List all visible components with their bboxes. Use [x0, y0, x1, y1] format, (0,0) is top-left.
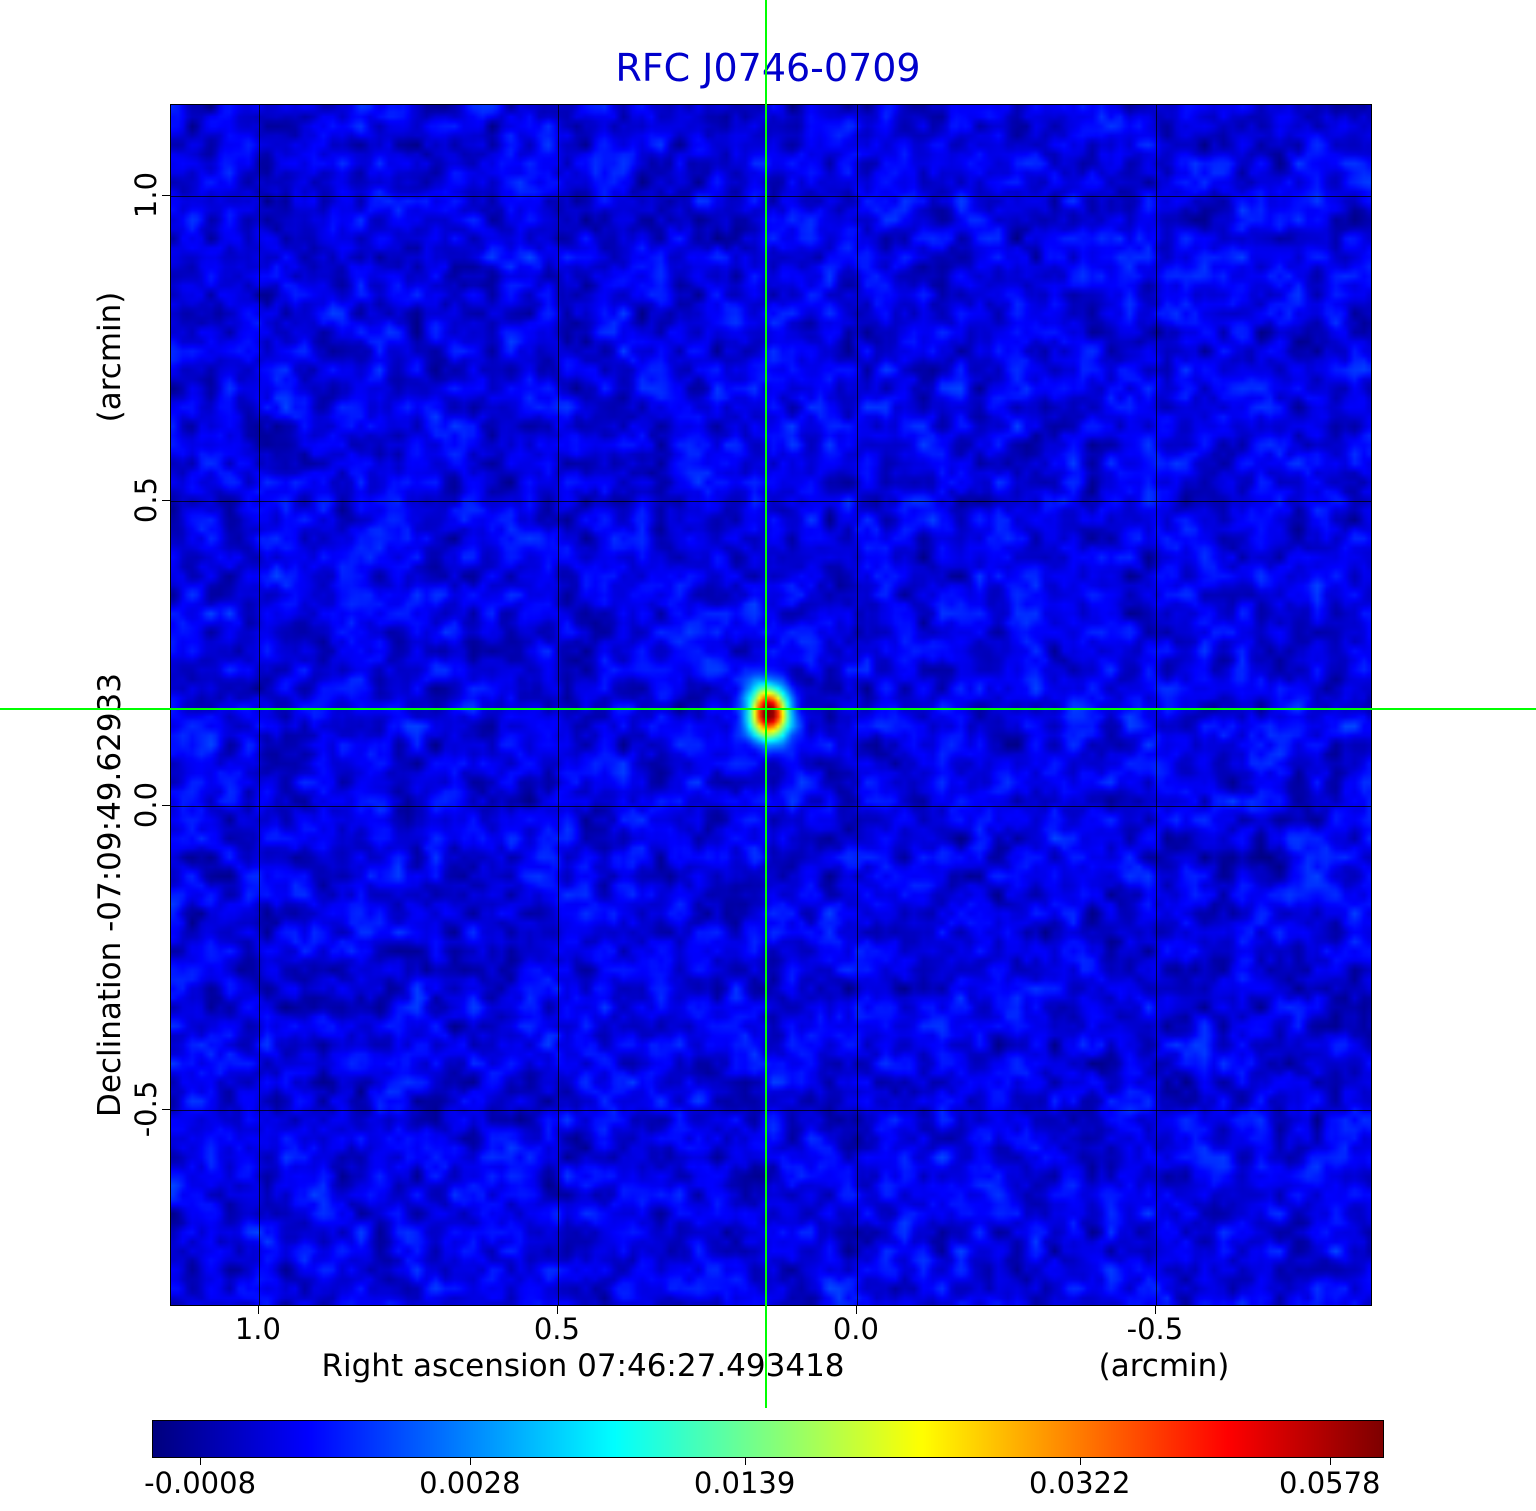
- y-tick-mark: [162, 499, 170, 501]
- grid-line-vertical: [856, 105, 858, 1305]
- x-tick-label: 0.0: [832, 1312, 879, 1346]
- colorbar-tick-mark: [1079, 1458, 1081, 1465]
- heatmap-canvas: [171, 105, 1371, 1305]
- y-axis-unit: (arcmin): [92, 291, 128, 423]
- y-tick-mark: [162, 1109, 170, 1111]
- y-tick-mark: [162, 804, 170, 806]
- colorbar-tick-label: 0.0139: [693, 1466, 796, 1500]
- y-tick-label: 0.0: [129, 781, 163, 828]
- x-tick-label: 1.0: [234, 1312, 281, 1346]
- colorbar-canvas: [153, 1421, 1383, 1457]
- colorbar-tick-mark: [744, 1458, 746, 1465]
- y-tick-label: 1.0: [129, 172, 163, 219]
- crosshair-vertical: [765, 0, 768, 1408]
- y-tick-mark: [162, 195, 170, 197]
- x-tick-mark: [257, 1306, 259, 1314]
- plot-area: [170, 104, 1372, 1306]
- y-axis-title: Declination -07:09:49.62933: [92, 673, 128, 1117]
- grid-line-horizontal: [171, 1110, 1371, 1112]
- grid-line-horizontal: [171, 500, 1371, 502]
- x-tick-mark: [556, 1306, 558, 1314]
- colorbar-tick-mark: [200, 1458, 202, 1465]
- x-tick-mark: [855, 1306, 857, 1314]
- grid-line-vertical: [1155, 105, 1157, 1305]
- colorbar-tick-mark: [1329, 1458, 1331, 1465]
- y-tick-label: 0.5: [129, 476, 163, 524]
- colorbar-tick-label: -0.0008: [144, 1466, 257, 1500]
- x-tick-label: -0.5: [1126, 1312, 1184, 1346]
- x-axis-title: Right ascension 07:46:27.493418: [321, 1348, 845, 1384]
- grid-line-vertical: [258, 105, 260, 1305]
- colorbar-tick-mark: [469, 1458, 471, 1465]
- figure-title: RFC J0746-0709: [615, 46, 921, 90]
- x-axis-unit: (arcmin): [1098, 1348, 1230, 1384]
- colorbar-tick-label: 0.0578: [1279, 1466, 1381, 1500]
- x-tick-label: 0.5: [533, 1312, 580, 1346]
- colorbar: [152, 1420, 1384, 1458]
- colorbar-tick-label: 0.0322: [1028, 1466, 1131, 1500]
- x-tick-mark: [1154, 1306, 1156, 1314]
- grid-line-vertical: [557, 105, 559, 1305]
- y-tick-label: -0.5: [129, 1080, 163, 1138]
- crosshair-horizontal: [0, 707, 1536, 710]
- grid-line-horizontal: [171, 805, 1371, 807]
- grid-line-horizontal: [171, 196, 1371, 198]
- colorbar-tick-label: 0.0028: [419, 1466, 521, 1500]
